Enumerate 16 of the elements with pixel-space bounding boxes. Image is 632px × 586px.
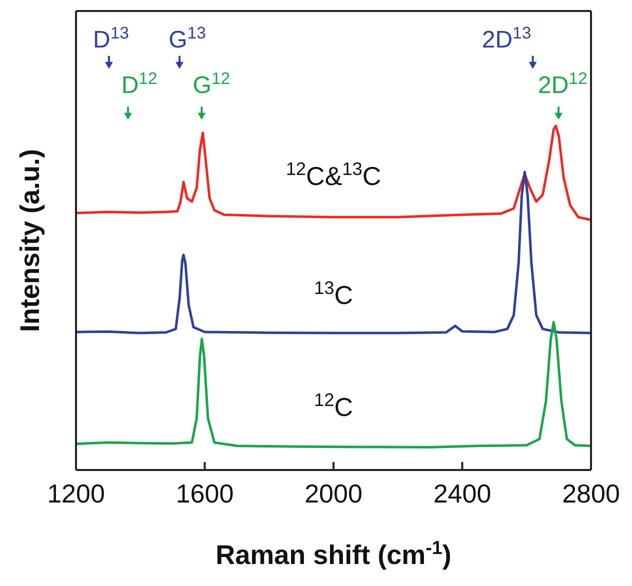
series-label: $^{12}$C (314, 390, 354, 422)
series-label: $^{12}$C&$^{13}$C (286, 158, 382, 191)
text: G$^{13}$ (168, 23, 206, 54)
text: G$^{12}$ (192, 68, 230, 100)
x-tick-label: 2400 (433, 478, 492, 508)
x-tick-label: 2000 (304, 478, 362, 508)
x-tick-label: 1600 (176, 478, 234, 508)
y-axis-title: Intensity (a.u.) (15, 148, 45, 332)
x-tick-label: 1200 (47, 478, 105, 508)
series-label: $^{13}$C (314, 278, 354, 310)
text: 2D$^{13}$ (482, 23, 532, 54)
text: 2D$^{12}$ (538, 68, 588, 100)
x-axis-title: Raman shift (cm$^{-1}$) (216, 538, 452, 570)
text: D$^{12}$ (121, 68, 158, 100)
x-tick-label: 2800 (562, 478, 620, 508)
text: D$^{13}$ (93, 23, 130, 54)
